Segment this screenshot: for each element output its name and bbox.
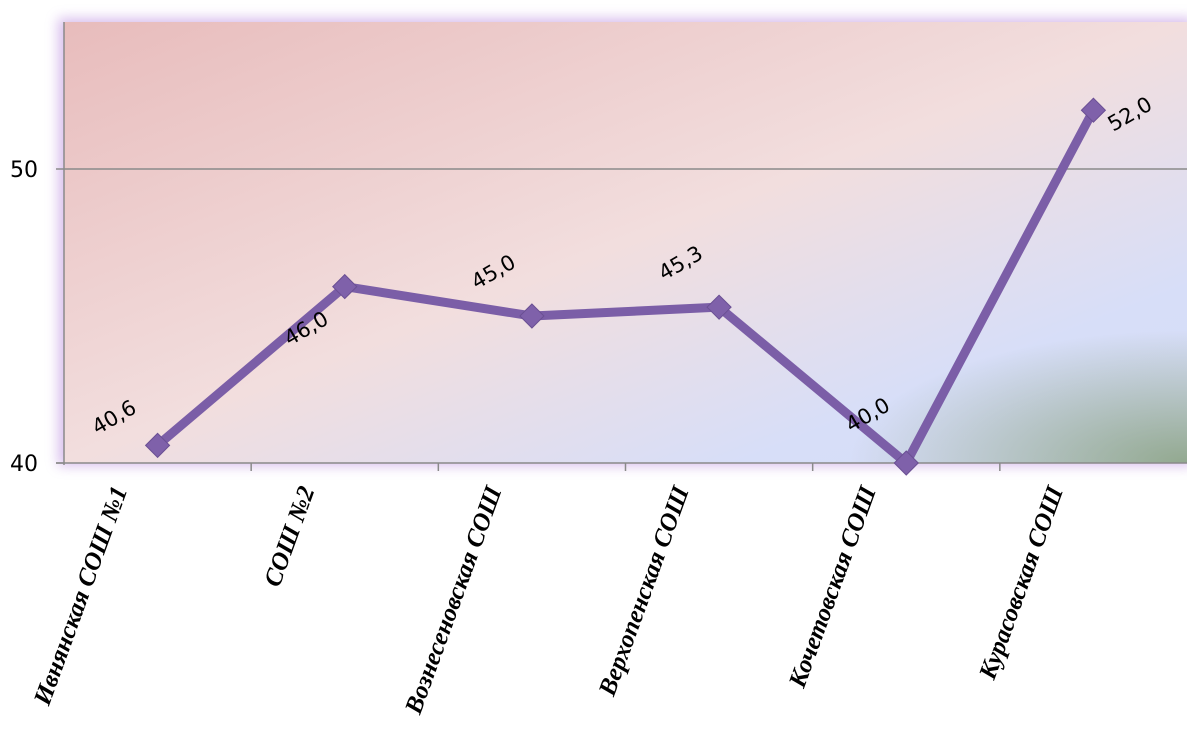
y-tick-label: 40 — [10, 452, 38, 477]
data-point-marker — [144, 432, 171, 459]
plot-area — [58, 18, 1187, 466]
data-point-marker — [519, 303, 545, 329]
y-tick-label: 50 — [10, 158, 38, 183]
axes — [56, 22, 1187, 465]
x-category-label: Курасовская СОШ — [974, 482, 1069, 684]
markers-group — [144, 97, 1107, 476]
series-line — [153, 105, 1098, 468]
x-category-label: Ивнянская СОШ №1 — [29, 483, 134, 710]
x-category-label: Кочетовская СОШ — [784, 482, 882, 692]
x-axis-ticks: Ивнянская СОШ №1 СОШ №2 Вознесеновская СОШ… — [29, 463, 1069, 719]
x-category-label: Верхопенская СОШ — [594, 482, 695, 700]
x-category-label: Вознесеновская СОШ — [400, 482, 508, 718]
data-point-marker — [706, 294, 732, 320]
data-point-marker — [332, 273, 358, 300]
y-axis-ticks: 40 50 — [10, 158, 64, 477]
series-group — [153, 105, 1098, 468]
data-point-marker — [893, 450, 919, 476]
plot-corner-shade — [64, 22, 1187, 463]
x-category-label: СОШ №2 — [259, 483, 320, 590]
data-point-marker — [1080, 97, 1107, 123]
